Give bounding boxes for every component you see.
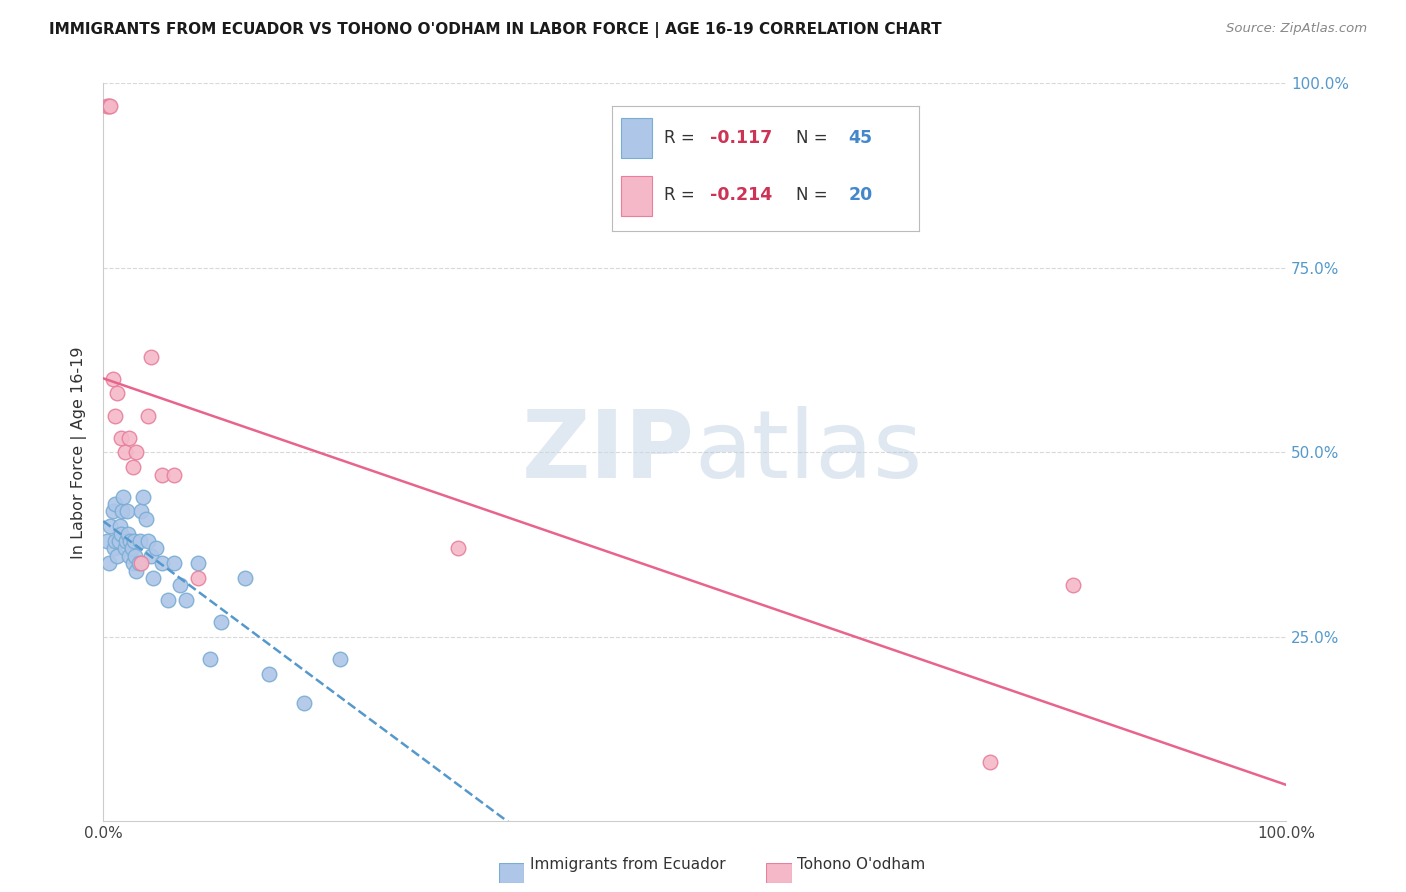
Point: [101, 371, 124, 385]
Point: [187, 556, 209, 570]
Point: [257, 666, 280, 681]
Point: [163, 556, 186, 570]
Text: Immigrants from Ecuador: Immigrants from Ecuador: [530, 857, 725, 872]
Point: [292, 697, 315, 711]
Point: [136, 534, 159, 549]
Point: [118, 549, 141, 563]
Point: [139, 350, 162, 364]
Point: [150, 467, 173, 482]
Point: [135, 512, 157, 526]
Point: [447, 541, 470, 556]
Point: [121, 460, 143, 475]
Point: [101, 504, 124, 518]
Point: [121, 556, 143, 570]
Point: [329, 652, 352, 666]
Point: [129, 556, 152, 570]
Point: [96, 98, 118, 112]
Point: [110, 431, 132, 445]
Point: [98, 98, 121, 112]
Text: Tohono O'odham: Tohono O'odham: [797, 857, 925, 872]
Point: [120, 534, 142, 549]
Point: [124, 549, 146, 563]
Point: [98, 556, 121, 570]
Point: [150, 556, 173, 570]
Point: [122, 534, 145, 549]
Point: [211, 615, 233, 630]
Point: [117, 526, 139, 541]
Point: [139, 549, 162, 563]
Point: [111, 504, 134, 518]
Point: [979, 756, 1001, 770]
Point: [125, 445, 148, 459]
Point: [114, 541, 136, 556]
Point: [104, 409, 127, 423]
Point: [132, 490, 155, 504]
Point: [118, 431, 141, 445]
Point: [107, 386, 129, 401]
Text: atlas: atlas: [695, 407, 922, 499]
Point: [114, 534, 136, 549]
Point: [107, 549, 129, 563]
Y-axis label: In Labor Force | Age 16-19: In Labor Force | Age 16-19: [72, 346, 87, 558]
Point: [128, 556, 150, 570]
Point: [115, 504, 138, 518]
Point: [103, 541, 125, 556]
Point: [174, 593, 197, 607]
Point: [114, 445, 136, 459]
Point: [112, 490, 135, 504]
Point: [198, 652, 221, 666]
Point: [169, 578, 191, 592]
Point: [104, 534, 127, 549]
Point: [96, 534, 118, 549]
Point: [136, 409, 159, 423]
Point: [108, 519, 131, 533]
Point: [157, 593, 180, 607]
Point: [104, 497, 127, 511]
Point: [98, 519, 121, 533]
Point: [107, 534, 129, 549]
Point: [163, 467, 186, 482]
Text: IMMIGRANTS FROM ECUADOR VS TOHONO O'ODHAM IN LABOR FORCE | AGE 16-19 CORRELATION: IMMIGRANTS FROM ECUADOR VS TOHONO O'ODHA…: [49, 22, 942, 38]
Point: [233, 571, 256, 585]
Text: ZIP: ZIP: [522, 407, 695, 499]
Point: [128, 534, 150, 549]
Point: [121, 541, 143, 556]
Point: [98, 98, 121, 112]
Point: [110, 526, 132, 541]
Point: [145, 541, 167, 556]
Point: [142, 571, 165, 585]
Text: Source: ZipAtlas.com: Source: ZipAtlas.com: [1226, 22, 1367, 36]
Point: [129, 504, 152, 518]
Point: [187, 571, 209, 585]
Point: [125, 564, 148, 578]
Point: [1062, 578, 1084, 592]
